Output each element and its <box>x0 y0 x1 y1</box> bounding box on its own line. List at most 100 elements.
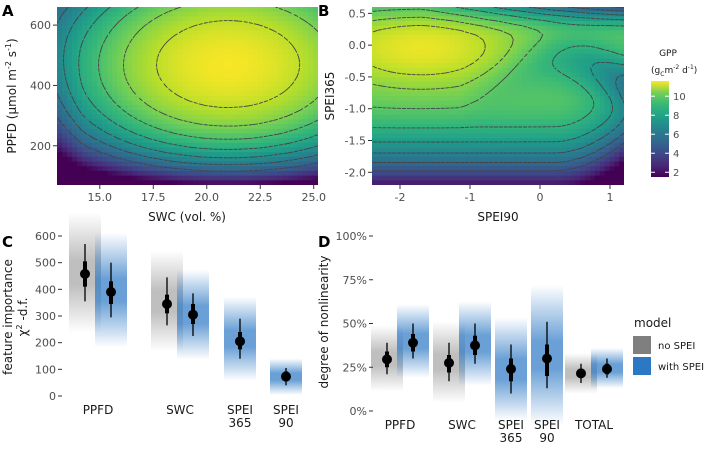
heat-cell <box>247 128 254 135</box>
heat-cell <box>410 175 417 181</box>
panel-c-ylabel: feature importance <box>1 259 15 375</box>
heat-cell <box>410 96 417 102</box>
heat-cell <box>609 44 615 50</box>
heat-cell <box>473 142 480 149</box>
heat-cell <box>594 175 601 181</box>
heat-cell <box>609 77 615 83</box>
heat-cell <box>232 124 239 130</box>
heat-cell <box>488 58 494 64</box>
heat-cell <box>541 180 548 185</box>
heat-cell <box>536 110 543 116</box>
heat-cell <box>257 67 264 74</box>
heat-cell <box>410 119 417 125</box>
heat-cell <box>262 35 269 41</box>
heat-cell <box>147 114 153 121</box>
heat-cell <box>381 180 388 185</box>
heat-cell <box>546 16 552 22</box>
heat-cell <box>192 180 199 185</box>
heat-cell <box>376 53 383 60</box>
heat-cell <box>551 21 557 27</box>
heat-cell <box>410 72 417 78</box>
heat-cell <box>585 77 591 83</box>
heat-cell <box>517 161 523 167</box>
heat-cell <box>619 156 624 163</box>
heat-cell <box>396 63 402 69</box>
heat-cell <box>420 180 426 185</box>
heat-cell <box>227 7 234 13</box>
heat-cell <box>580 138 586 144</box>
heat-cell <box>493 16 499 22</box>
heat-cell <box>277 128 284 135</box>
heat-cell <box>604 114 611 121</box>
heat-cell <box>599 63 606 69</box>
heat-cell <box>556 91 562 97</box>
heat-cell <box>435 114 441 121</box>
heat-cell <box>117 39 123 46</box>
heat-cell <box>541 53 548 60</box>
heat-cell <box>117 100 123 106</box>
heat-cell <box>187 166 194 172</box>
heat-cell <box>137 63 143 69</box>
heat-cell <box>507 25 514 32</box>
heat-cell <box>604 35 611 41</box>
heat-cell <box>182 105 189 111</box>
heat-cell <box>405 72 412 78</box>
heat-cell <box>192 44 199 50</box>
heat-cell <box>488 114 494 121</box>
heat-cell <box>473 96 480 102</box>
heat-cell <box>307 44 314 50</box>
heat-cell <box>590 175 596 181</box>
heat-cell <box>531 81 538 88</box>
heat-cell <box>297 11 304 17</box>
heat-cell <box>444 7 451 13</box>
heat-cell <box>222 77 229 83</box>
heat-cell <box>512 142 518 149</box>
heat-cell <box>232 16 239 22</box>
heat-cell <box>575 170 581 177</box>
heat-cell <box>102 124 108 130</box>
x-category-label: 90 <box>278 416 293 430</box>
heat-cell <box>541 96 548 102</box>
heat-cell <box>117 77 123 83</box>
heat-cell <box>82 91 88 97</box>
heat-cell <box>257 72 264 78</box>
heat-cell <box>172 110 179 116</box>
heat-cell <box>604 67 611 74</box>
heat-cell <box>512 133 518 139</box>
heat-cell <box>522 138 528 144</box>
heat-cell <box>227 152 234 158</box>
heat-cell <box>594 100 601 106</box>
heat-cell <box>507 128 514 135</box>
heat-cell <box>152 91 158 97</box>
heat-cell <box>202 124 209 130</box>
heat-cell <box>287 77 294 83</box>
heat-cell <box>604 156 611 163</box>
heat-cell <box>430 161 436 167</box>
x-category-label: 90 <box>539 431 554 445</box>
heat-cell <box>287 63 294 69</box>
heat-cell <box>127 21 133 27</box>
heat-cell <box>575 16 581 22</box>
heat-cell <box>570 72 577 78</box>
colorbar-tick-label: 8 <box>673 111 679 122</box>
heat-cell <box>132 25 138 32</box>
heat-cell <box>212 53 219 60</box>
heat-cell <box>609 110 615 116</box>
heat-cell <box>435 96 441 102</box>
heat-cell <box>430 67 436 74</box>
heat-cell <box>439 81 446 88</box>
heat-cell <box>222 49 229 55</box>
heat-cell <box>546 156 552 163</box>
heat-cell <box>112 35 118 41</box>
heat-cell <box>512 91 518 97</box>
heat-cell <box>262 105 269 111</box>
heat-cell <box>517 142 523 149</box>
heat-cell <box>575 96 581 102</box>
heat-cell <box>292 152 299 158</box>
heat-cell <box>459 72 465 78</box>
heat-cell <box>192 86 199 92</box>
heat-cell <box>410 77 417 83</box>
heat-cell <box>415 128 422 135</box>
heat-cell <box>561 147 567 153</box>
heat-cell <box>512 67 518 74</box>
